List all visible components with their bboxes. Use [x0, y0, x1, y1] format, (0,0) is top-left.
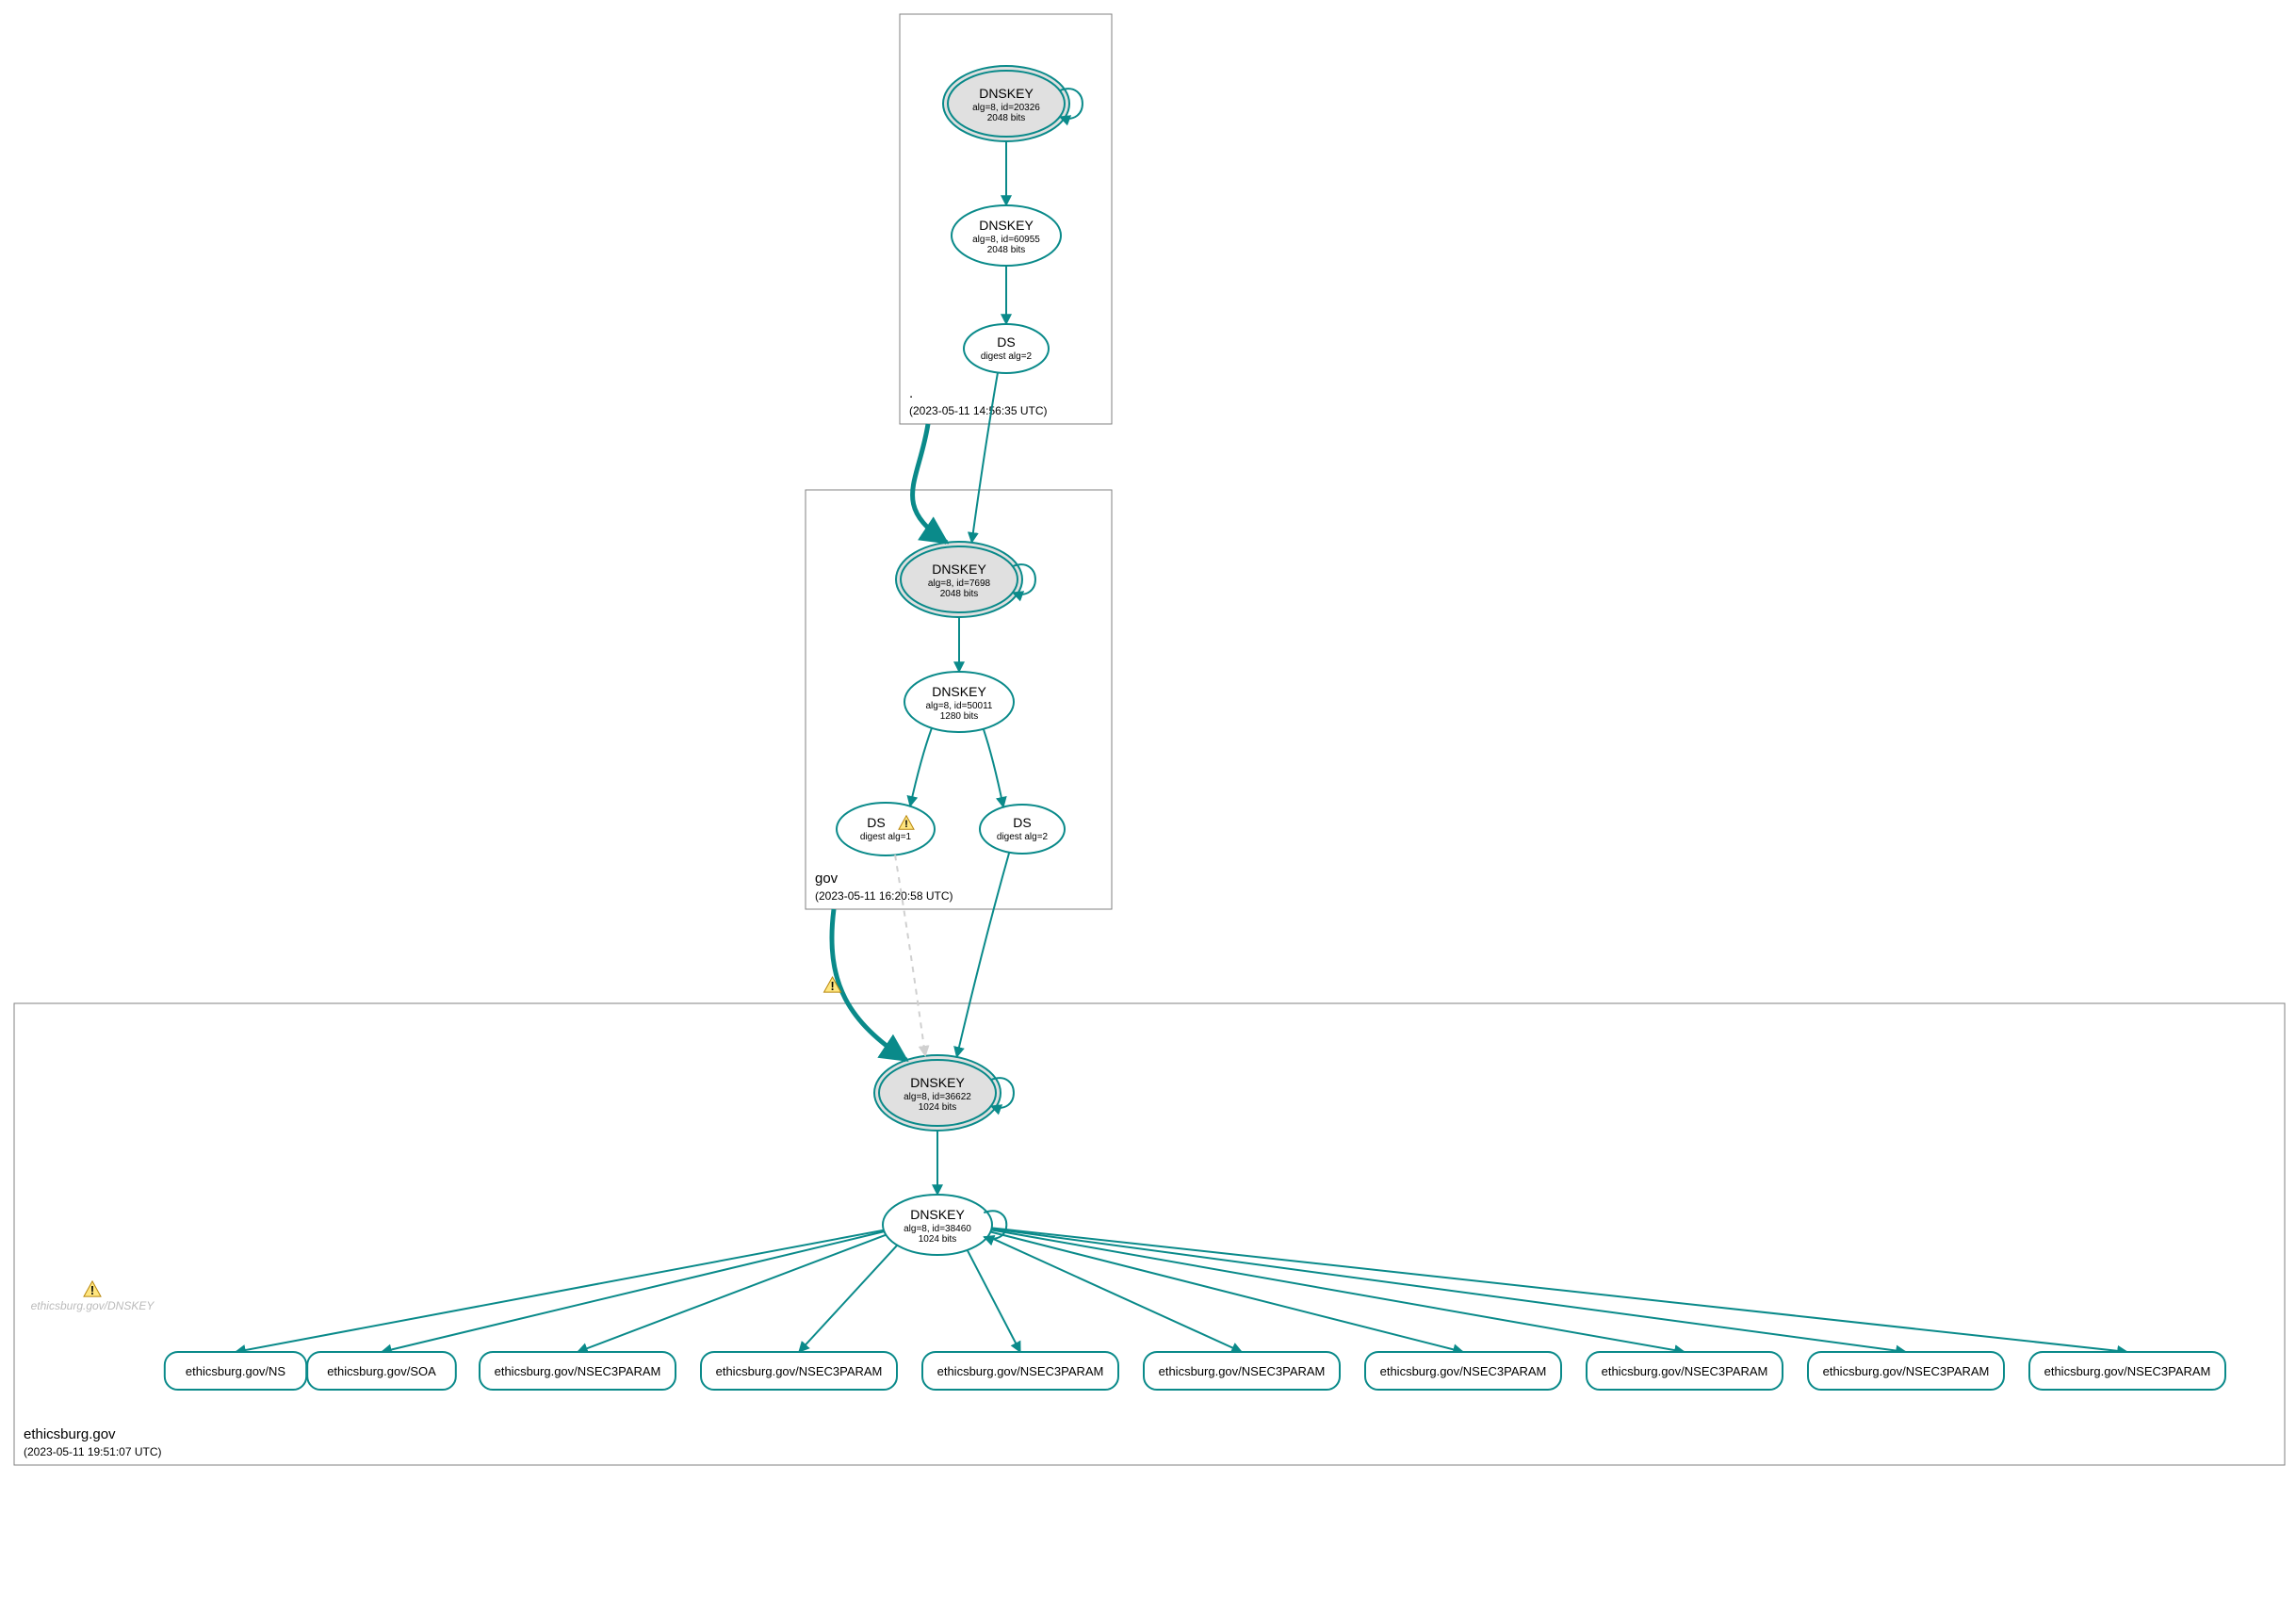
edge-deleg-gov-leaf_ksk	[832, 909, 906, 1060]
svg-text:ethicsburg.gov/NS: ethicsburg.gov/NS	[186, 1364, 286, 1378]
svg-text:DNSKEY: DNSKEY	[932, 562, 986, 577]
rrset: ethicsburg.gov/NSEC3PARAM	[1587, 1352, 1783, 1390]
svg-text:DS: DS	[997, 334, 1015, 350]
node-gov_ksk: DNSKEYalg=8, id=76982048 bits	[896, 542, 1022, 617]
svg-text:DNSKEY: DNSKEY	[910, 1075, 965, 1090]
svg-text:DNSKEY: DNSKEY	[910, 1207, 965, 1222]
svg-text:1280 bits: 1280 bits	[940, 711, 979, 722]
edge-leafzsk-rr	[990, 1232, 1463, 1352]
rrset: ethicsburg.gov/NSEC3PARAM	[1808, 1352, 2004, 1390]
svg-text:2048 bits: 2048 bits	[940, 589, 979, 599]
edge-leafzsk-rr	[992, 1229, 1906, 1352]
zone-leaf: ethicsburg.gov (2023-05-11 19:51:07 UTC)	[14, 1003, 2285, 1465]
svg-text:alg=8, id=38460: alg=8, id=38460	[904, 1224, 971, 1234]
node-root_zsk: DNSKEY alg=8, id=609552048 bits	[952, 205, 1061, 266]
edge-gov_ds2-leaf_ksk	[957, 853, 1010, 1057]
node-gov_ds2: DS digest alg=2	[980, 805, 1065, 854]
svg-text:(2023-05-11 19:51:07 UTC): (2023-05-11 19:51:07 UTC)	[24, 1445, 162, 1458]
svg-text:1024 bits: 1024 bits	[919, 1102, 957, 1113]
svg-text:alg=8, id=20326: alg=8, id=20326	[972, 103, 1040, 113]
edge-leafzsk-rr	[991, 1229, 1685, 1352]
svg-text:gov: gov	[815, 871, 839, 887]
svg-text:digest alg=1: digest alg=1	[860, 832, 912, 842]
svg-text:ethicsburg.gov: ethicsburg.gov	[24, 1426, 116, 1442]
ghost-dnskey: ! ethicsburg.gov/DNSKEY	[31, 1281, 155, 1312]
svg-text:digest alg=2: digest alg=2	[997, 832, 1049, 842]
edge-leafzsk-rr	[968, 1250, 1020, 1352]
svg-text:DNSKEY: DNSKEY	[979, 218, 1034, 233]
svg-text:ethicsburg.gov/NSEC3PARAM: ethicsburg.gov/NSEC3PARAM	[1380, 1364, 1547, 1378]
svg-text:ethicsburg.gov/NSEC3PARAM: ethicsburg.gov/NSEC3PARAM	[495, 1364, 661, 1378]
edge-leafzsk-rr	[988, 1236, 1242, 1352]
edge-gov_ds1-leaf_ksk	[895, 855, 925, 1055]
rrset: ethicsburg.gov/SOA	[307, 1352, 456, 1390]
edge-leafzsk-rr	[992, 1228, 2127, 1352]
svg-text:alg=8, id=36622: alg=8, id=36622	[904, 1092, 971, 1102]
rrset: ethicsburg.gov/NSEC3PARAM	[2029, 1352, 2225, 1390]
svg-text:!: !	[904, 819, 908, 830]
node-leaf_zsk: DNSKEY alg=8, id=384601024 bits	[883, 1195, 992, 1255]
svg-text:ethicsburg.gov/NSEC3PARAM: ethicsburg.gov/NSEC3PARAM	[1823, 1364, 1990, 1378]
rrset: ethicsburg.gov/NSEC3PARAM	[922, 1352, 1118, 1390]
edge-leafzsk-rr	[382, 1231, 884, 1352]
edge-deleg-root-gov_ksk	[913, 424, 947, 543]
svg-text:alg=8, id=7698: alg=8, id=7698	[928, 578, 991, 589]
svg-text:alg=8, id=50011: alg=8, id=50011	[926, 701, 993, 711]
node-root_ksk: DNSKEY alg=8, id=203262048 bits	[943, 66, 1069, 141]
svg-text:!: !	[830, 980, 834, 993]
svg-text:ethicsburg.gov/NSEC3PARAM: ethicsburg.gov/NSEC3PARAM	[1159, 1364, 1326, 1378]
svg-text:DNSKEY: DNSKEY	[979, 86, 1034, 101]
svg-text:1024 bits: 1024 bits	[919, 1234, 957, 1245]
svg-text:alg=8, id=60955: alg=8, id=60955	[972, 235, 1040, 245]
svg-text:DS: DS	[1013, 815, 1031, 830]
rrset: ethicsburg.gov/NSEC3PARAM	[480, 1352, 676, 1390]
svg-text:!: !	[90, 1284, 94, 1297]
svg-text:.: .	[909, 385, 913, 401]
svg-text:2048 bits: 2048 bits	[987, 113, 1026, 123]
node-gov_zsk: DNSKEY alg=8, id=500111280 bits	[904, 672, 1014, 732]
node-leaf_ksk: DNSKEY alg=8, id=366221024 bits	[874, 1055, 1001, 1131]
svg-text:ethicsburg.gov/NSEC3PARAM: ethicsburg.gov/NSEC3PARAM	[716, 1364, 883, 1378]
node-root_ds: DSdigest alg=2	[964, 324, 1049, 373]
svg-text:ethicsburg.gov/SOA: ethicsburg.gov/SOA	[327, 1364, 436, 1378]
svg-text:ethicsburg.gov/NSEC3PARAM: ethicsburg.gov/NSEC3PARAM	[937, 1364, 1104, 1378]
edge-gov_zsk-gov_ds1	[910, 728, 932, 806]
svg-text:ethicsburg.gov/DNSKEY: ethicsburg.gov/DNSKEY	[31, 1299, 155, 1312]
edge-root_ds-gov_ksk	[971, 372, 998, 542]
svg-text:DS: DS	[867, 815, 885, 830]
edge-leafzsk-rr	[799, 1246, 897, 1352]
svg-text:(2023-05-11 16:20:58 UTC): (2023-05-11 16:20:58 UTC)	[815, 889, 953, 903]
rrset: ethicsburg.gov/NS	[165, 1352, 306, 1390]
svg-text:ethicsburg.gov/NSEC3PARAM: ethicsburg.gov/NSEC3PARAM	[1602, 1364, 1768, 1378]
rrset: ethicsburg.gov/NSEC3PARAM	[701, 1352, 897, 1390]
edge-gov_zsk-gov_ds2	[984, 729, 1003, 807]
rrset: ethicsburg.gov/NSEC3PARAM	[1365, 1352, 1561, 1390]
svg-text:ethicsburg.gov/NSEC3PARAM: ethicsburg.gov/NSEC3PARAM	[2044, 1364, 2211, 1378]
svg-text:2048 bits: 2048 bits	[987, 245, 1026, 255]
svg-text:(2023-05-11 14:56:35 UTC): (2023-05-11 14:56:35 UTC)	[909, 404, 1048, 417]
rrset: ethicsburg.gov/NSEC3PARAM	[1144, 1352, 1340, 1390]
svg-text:DNSKEY: DNSKEY	[932, 684, 986, 699]
node-gov_ds1: DS! digest alg=1	[837, 803, 935, 855]
svg-text:digest alg=2: digest alg=2	[981, 351, 1033, 362]
edge-leafzsk-rr	[236, 1230, 884, 1352]
